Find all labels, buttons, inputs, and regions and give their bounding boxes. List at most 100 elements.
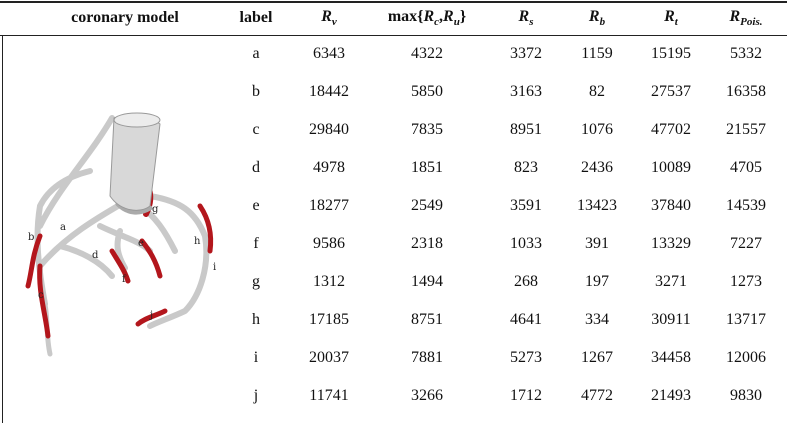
header-cell: Rs	[519, 8, 534, 28]
header-cell: coronary model	[71, 9, 179, 27]
table-cell: 8951	[510, 121, 542, 139]
table-cell: 27537	[651, 83, 691, 101]
table-cell: 3271	[655, 273, 687, 291]
table-cell: 7227	[730, 235, 762, 253]
table-cell: 391	[585, 235, 609, 253]
table-cell: 12006	[726, 349, 766, 367]
header-text: R	[321, 8, 332, 25]
table-cell: 1273	[730, 273, 762, 291]
header-cell: Rt	[664, 8, 678, 28]
table-cell: 1267	[581, 349, 613, 367]
table-cell: 1033	[510, 235, 542, 253]
table-cell: 1851	[411, 159, 443, 177]
table-cell: 18442	[309, 83, 349, 101]
table-cell: 3372	[510, 45, 542, 63]
row-label: g	[252, 273, 260, 291]
table-cell: 2436	[581, 159, 613, 177]
table-cell: 1312	[313, 273, 345, 291]
header-text: coronary model	[71, 9, 179, 26]
header-cell: Rv	[321, 8, 337, 28]
header-cell: RPois.	[730, 8, 763, 28]
paper-table: abcdefghij coronary modellabelRvmax{Rc,R…	[0, 0, 787, 423]
table-cell: 334	[585, 311, 609, 329]
table-cell: 8751	[411, 311, 443, 329]
table-cell: 5273	[510, 349, 542, 367]
table-cell: 1159	[581, 45, 612, 63]
row-label: j	[254, 387, 258, 405]
header-text: b	[600, 16, 606, 28]
table-cell: 1494	[411, 273, 443, 291]
table-cell: 3163	[510, 83, 542, 101]
vessel-label: i	[213, 262, 216, 273]
table-cell: 30911	[651, 311, 690, 329]
row-label: d	[252, 159, 260, 177]
header-text: s	[529, 16, 533, 28]
table-cell: 268	[514, 273, 538, 291]
row-label: f	[253, 235, 258, 253]
table-cell: 10089	[651, 159, 691, 177]
vessel-label: c	[38, 290, 44, 301]
header-text: R	[664, 8, 675, 25]
table-cell: 34458	[651, 349, 691, 367]
header-text: Pois.	[740, 16, 762, 28]
table-cell: 6343	[313, 45, 345, 63]
vessel-label: j	[149, 310, 153, 321]
header-text: label	[240, 9, 273, 26]
table-cell: 197	[585, 273, 609, 291]
table-cell: 9830	[730, 387, 762, 405]
table-cell: 13717	[726, 311, 766, 329]
table-cell: 16358	[726, 83, 766, 101]
table-cell: 9586	[313, 235, 345, 253]
table-cell: 14539	[726, 197, 766, 215]
table-cell: 18277	[309, 197, 349, 215]
table-cell: 4641	[510, 311, 542, 329]
header-text: }	[460, 8, 466, 25]
table-cell: 4978	[313, 159, 345, 177]
table-cell: 37840	[651, 197, 691, 215]
table-cell: 21557	[726, 121, 766, 139]
table-cell: 7881	[411, 349, 443, 367]
header-text: R	[443, 8, 454, 25]
table-cell: 2318	[411, 235, 443, 253]
row-label: b	[252, 83, 260, 101]
row-label: i	[254, 349, 258, 367]
table-cell: 1712	[510, 387, 542, 405]
table-cell: 5850	[411, 83, 443, 101]
table-cell: 11741	[309, 387, 348, 405]
table-cell: 7835	[411, 121, 443, 139]
table-cell: 21493	[651, 387, 691, 405]
table-cell: 823	[514, 159, 538, 177]
vessel-label: e	[138, 238, 144, 249]
table-cell: 3591	[510, 197, 542, 215]
vessel-label: d	[92, 250, 99, 261]
vessel-label: h	[194, 236, 201, 247]
header-text: R	[730, 8, 741, 25]
table-cell: 17185	[309, 311, 349, 329]
table-cell: 5332	[730, 45, 762, 63]
table-cell: 47702	[651, 121, 691, 139]
header-cell: label	[240, 9, 273, 27]
header-cell: Rb	[589, 8, 605, 28]
table-cell: 2549	[411, 197, 443, 215]
top-rule	[0, 1, 787, 3]
table-cell: 13423	[577, 197, 617, 215]
table-cell: 15195	[651, 45, 691, 63]
table-cell: 20037	[309, 349, 349, 367]
table-cell: 13329	[651, 235, 691, 253]
row-label: h	[252, 311, 260, 329]
table-cell: 82	[589, 83, 605, 101]
table-cell: 1076	[581, 121, 613, 139]
header-text: max{	[388, 8, 424, 25]
vessel-label: b	[28, 232, 34, 243]
row-label: a	[252, 45, 259, 63]
vessel-label: g	[152, 204, 159, 215]
header-text: R	[589, 8, 600, 25]
table-cell: 4772	[581, 387, 613, 405]
table-cell: 4705	[730, 159, 762, 177]
row-label: e	[252, 197, 259, 215]
table-cell: 3266	[411, 387, 443, 405]
vessel-label: a	[60, 222, 66, 233]
row-label: c	[252, 121, 259, 139]
header-text: v	[332, 16, 337, 28]
